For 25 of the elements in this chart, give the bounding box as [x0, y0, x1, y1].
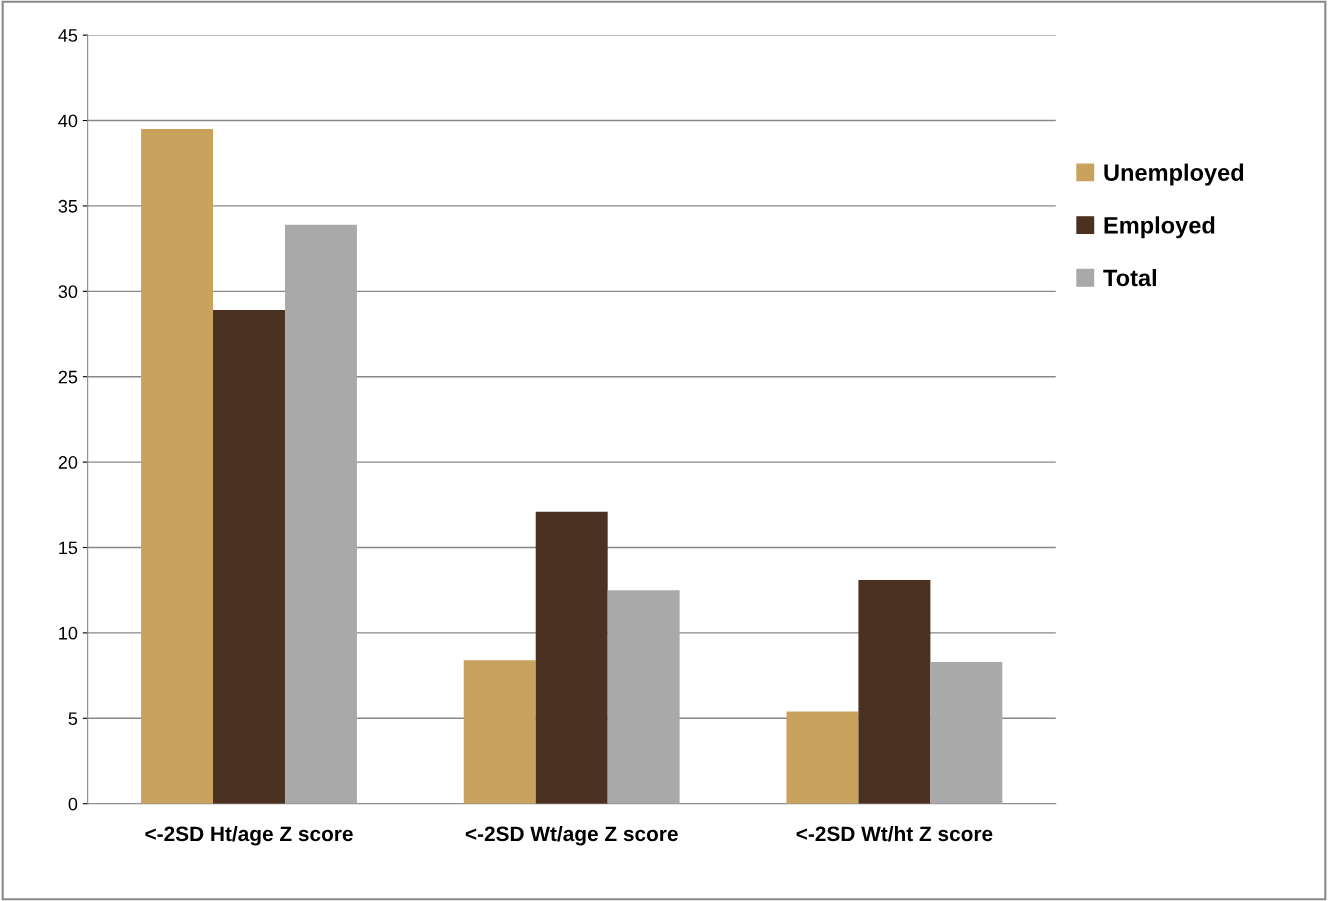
y-tick-label: 40 [58, 114, 78, 128]
x-tick-label: <-2SD Wt/age Z score [465, 825, 678, 846]
bar [463, 660, 536, 804]
y-tick-label: 0 [68, 797, 78, 811]
bar [858, 579, 931, 804]
legend-label: Unemployed [1104, 163, 1244, 186]
x-tick-label: <-2SD Wt/ht Z score [796, 825, 993, 842]
bar [930, 661, 1003, 804]
y-tick-label: 35 [58, 199, 78, 213]
bar [141, 129, 214, 804]
y-tick-label: 5 [68, 712, 78, 726]
bar [284, 224, 357, 804]
y-tick-label: 30 [58, 285, 78, 299]
y-tick-label: 10 [59, 626, 78, 640]
y-tick-label: 20 [58, 456, 78, 469]
bar [786, 711, 859, 804]
y-tick-label: 15 [59, 541, 78, 555]
y-tick-label: 25 [58, 370, 78, 384]
legend-label: Total [1103, 268, 1156, 287]
legend-label: Employed [1104, 216, 1215, 239]
y-tick-label: 45 [58, 29, 78, 42]
x-tick-label: <-2SD Ht/age Z score [145, 825, 353, 846]
bar [535, 511, 608, 804]
bar [607, 590, 680, 804]
bar [213, 310, 285, 804]
